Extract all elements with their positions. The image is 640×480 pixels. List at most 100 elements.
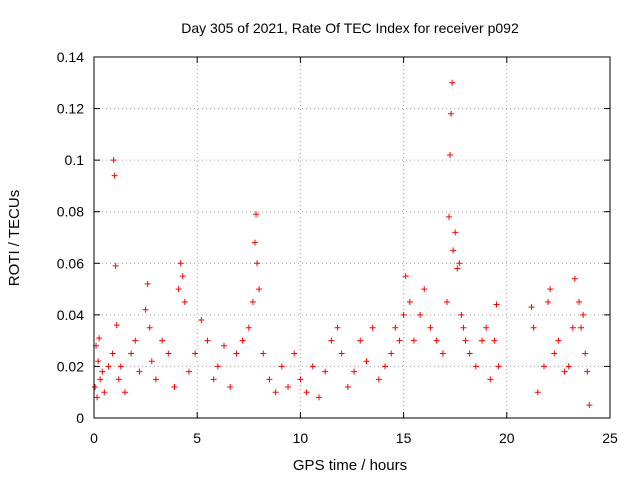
data-point — [351, 368, 358, 375]
data-point — [417, 311, 424, 318]
data-point — [462, 337, 469, 344]
data-point — [113, 322, 120, 329]
tick-layer: 0 5 10 15 20 25 0 0.02 0.04 0.06 0.08 0.1 0.12 0.14 — [57, 49, 618, 446]
grid-layer — [94, 57, 610, 418]
data-point — [545, 298, 552, 305]
data-point — [110, 157, 117, 164]
data-point — [382, 363, 389, 370]
x-axis-title: GPS time / hours — [293, 457, 407, 474]
y-tick-label: 0.1 — [65, 152, 85, 168]
y-tick-label: 0.14 — [57, 49, 84, 65]
data-point — [584, 368, 591, 375]
chart-title: Day 305 of 2021, Rate Of TEC Index for r… — [181, 20, 519, 36]
data-point — [181, 298, 188, 305]
x-tick-label: 15 — [396, 430, 412, 446]
data-point — [227, 384, 234, 391]
data-point — [322, 368, 329, 375]
data-point — [406, 298, 413, 305]
y-tick-label: 0.08 — [57, 204, 84, 220]
data-point — [569, 324, 576, 331]
data-point — [402, 273, 409, 280]
data-point — [495, 363, 502, 370]
x-tick-label: 25 — [602, 430, 618, 446]
data-point — [111, 172, 118, 179]
y-axis-title: ROTI / TECUs — [6, 190, 23, 286]
y-tick-label: 0.12 — [57, 101, 84, 117]
data-point — [528, 304, 535, 311]
data-point — [466, 350, 473, 357]
data-point — [578, 324, 585, 331]
data-point — [146, 324, 153, 331]
x-tick-label: 0 — [90, 430, 98, 446]
data-point — [221, 342, 228, 349]
data-point — [421, 286, 428, 293]
data-point — [148, 358, 155, 365]
data-point — [439, 350, 446, 357]
data-point — [214, 363, 221, 370]
data-point — [400, 311, 407, 318]
data-point — [571, 275, 578, 282]
y-tick-label: 0.02 — [57, 358, 84, 374]
data-point — [249, 298, 256, 305]
data-point — [117, 363, 124, 370]
data-point — [192, 350, 199, 357]
data-point — [185, 368, 192, 375]
data-point — [458, 311, 465, 318]
data-point — [576, 298, 583, 305]
data-point — [472, 363, 479, 370]
data-point — [487, 376, 494, 383]
data-point — [561, 368, 568, 375]
data-point — [251, 239, 258, 246]
data-point — [565, 363, 572, 370]
data-point — [540, 363, 547, 370]
data-point — [547, 286, 554, 293]
data-point — [291, 350, 298, 357]
data-point — [460, 324, 467, 331]
data-point — [315, 394, 322, 401]
data-point — [493, 301, 500, 308]
data-point — [96, 335, 103, 342]
data-point — [334, 324, 341, 331]
data-point — [410, 337, 417, 344]
data-point — [152, 376, 159, 383]
data-point — [272, 389, 279, 396]
data-point — [433, 337, 440, 344]
data-point — [266, 376, 273, 383]
data-point — [555, 337, 562, 344]
data-point — [448, 110, 455, 117]
data-point — [369, 324, 376, 331]
data-point — [159, 337, 166, 344]
data-point — [285, 384, 292, 391]
data-point — [115, 376, 122, 383]
data-point — [94, 394, 101, 401]
data-point — [233, 350, 240, 357]
data-point — [580, 311, 587, 318]
data-point — [179, 273, 186, 280]
data-point — [449, 79, 456, 86]
data-point — [239, 337, 246, 344]
data-point — [144, 280, 151, 287]
data-point — [253, 211, 260, 218]
x-tick-label: 5 — [193, 430, 201, 446]
data-point — [142, 306, 149, 313]
data-point — [396, 337, 403, 344]
data-point — [171, 384, 178, 391]
data-point — [121, 389, 128, 396]
y-tick-label: 0 — [76, 410, 84, 426]
data-point — [132, 337, 139, 344]
data-point — [443, 298, 450, 305]
data-point — [95, 358, 102, 365]
data-point — [534, 389, 541, 396]
x-tick-label: 20 — [499, 430, 515, 446]
data-point — [452, 229, 459, 236]
data-point — [297, 376, 304, 383]
data-point — [427, 324, 434, 331]
data-point — [483, 324, 490, 331]
data-point — [454, 265, 461, 272]
data-point — [344, 384, 351, 391]
data-point — [446, 213, 453, 220]
data-point — [165, 350, 172, 357]
data-point — [303, 389, 310, 396]
data-point — [278, 363, 285, 370]
y-tick-label: 0.04 — [57, 307, 84, 323]
